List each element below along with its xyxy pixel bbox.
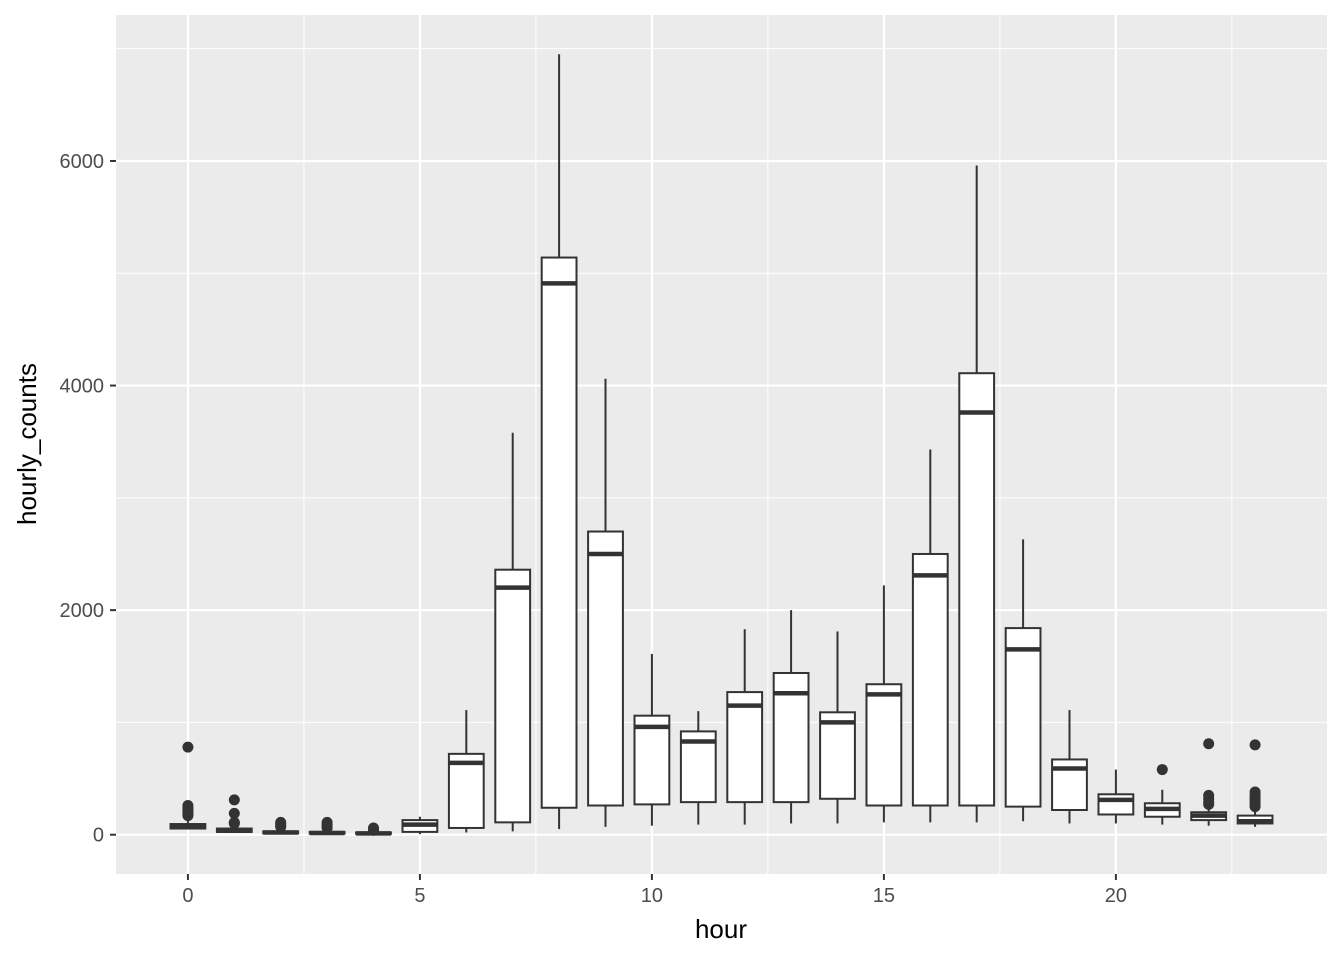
box-hour-13 [772, 610, 810, 824]
box-hour-0 [169, 741, 207, 830]
outlier-point [368, 822, 380, 834]
y-axis-title: hourly_counts [12, 363, 42, 525]
x-tick-label: 5 [414, 885, 425, 907]
x-tick-label: 20 [1105, 885, 1127, 907]
box-series [169, 54, 1274, 836]
box-iqr [726, 691, 764, 804]
box-hour-14 [819, 631, 856, 824]
box-hour-18 [1004, 539, 1042, 822]
box-iqr [865, 683, 903, 807]
box-hour-19 [1051, 710, 1088, 824]
outlier-point [182, 741, 194, 753]
box-hour-17 [958, 165, 996, 823]
box-hour-3 [308, 816, 346, 836]
outlier-point [1156, 764, 1168, 776]
box-hour-12 [726, 629, 764, 825]
box-hour-8 [540, 54, 578, 830]
box-iqr [447, 752, 485, 829]
y-axis: 0 2000 4000 6000 [60, 151, 116, 847]
box-hour-4 [355, 822, 392, 836]
outlier-point [1249, 786, 1261, 798]
box-hour-11 [679, 711, 717, 825]
box-iqr [494, 568, 532, 824]
x-tick-label: 10 [641, 885, 663, 907]
box-hour-22 [1190, 738, 1228, 826]
outlier-point [1203, 738, 1215, 750]
outlier-point [275, 816, 287, 828]
box-hour-6 [447, 710, 485, 833]
x-tick-label: 15 [873, 885, 895, 907]
y-tick-label: 6000 [60, 151, 105, 173]
box-hour-2 [262, 816, 300, 835]
y-tick-label: 0 [93, 825, 104, 847]
box-iqr [540, 256, 578, 809]
box-hour-9 [587, 378, 624, 827]
box-iqr [819, 711, 856, 800]
box-hour-1 [215, 794, 253, 834]
box-iqr [958, 372, 996, 807]
box-hour-23 [1236, 739, 1274, 827]
box-hour-10 [633, 653, 671, 826]
y-tick-label: 2000 [60, 600, 105, 622]
y-tick-label: 4000 [60, 376, 105, 398]
box-hour-20 [1097, 769, 1135, 824]
box-iqr [633, 714, 671, 806]
outlier-point [1203, 789, 1215, 801]
box-hour-5 [401, 816, 439, 835]
box-iqr [1097, 793, 1135, 816]
x-tick-label: 0 [182, 885, 193, 907]
outlier-point [321, 816, 333, 828]
outlier-point [182, 800, 194, 812]
box-hour-21 [1143, 764, 1181, 825]
outlier-point [228, 816, 240, 828]
outlier-point [228, 794, 240, 806]
x-axis: 0 5 10 15 20 [182, 874, 1127, 907]
box-iqr [587, 530, 624, 807]
box-hour-16 [911, 449, 949, 823]
box-hour-7 [494, 432, 532, 832]
outlier-point [228, 807, 240, 819]
box-hour-15 [865, 585, 903, 823]
box-iqr [911, 552, 949, 807]
plot-panel [116, 15, 1327, 874]
x-axis-title: hour [695, 914, 747, 944]
box-iqr [1004, 627, 1042, 808]
outlier-point [1249, 739, 1261, 751]
